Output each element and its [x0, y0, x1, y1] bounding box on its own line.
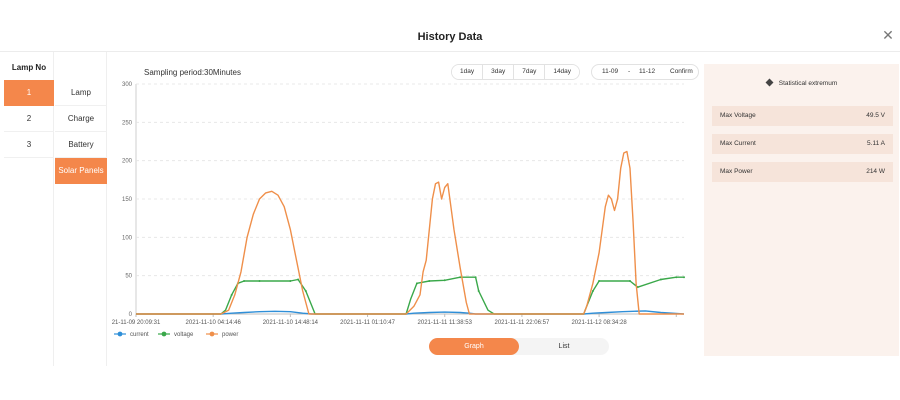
legend-marker-voltage — [161, 331, 167, 337]
date-range-picker: 11-09 - 11-12 Confirm — [591, 64, 699, 80]
y-tick-label: 100 — [122, 235, 133, 241]
stat-label: Max Current — [720, 140, 756, 147]
date-end[interactable]: 11-12 — [639, 68, 656, 75]
series-point-voltage — [675, 276, 678, 279]
stat-label: Max Power — [720, 168, 753, 175]
chart-svg: 0 50 100 150 200 250 300 21-11-09 20:09:31 2021-… — [112, 82, 685, 338]
range-3day-button[interactable]: 3day — [483, 65, 515, 79]
legend-label-current: current — [130, 332, 149, 338]
range-14day-button[interactable]: 14day — [545, 65, 580, 79]
range-7day-button[interactable]: 7day — [514, 65, 546, 79]
y-tick-label: 200 — [122, 159, 133, 165]
date-start[interactable]: 11-09 — [602, 68, 619, 75]
statistics-title-text: Statistical extremum — [778, 80, 838, 87]
list-tab[interactable]: List — [558, 343, 570, 350]
graph-tab[interactable]: Graph — [429, 338, 519, 355]
y-tick-label: 300 — [122, 82, 133, 88]
series-point-voltage — [415, 282, 418, 285]
x-tick-label: 2021-11-11 11:38:53 — [418, 320, 473, 326]
x-tick-label: 2021-11-12 08:34:28 — [571, 320, 627, 326]
x-tick-label: 21-11-09 20:09:31 — [112, 320, 161, 326]
stat-value: 49.5 V — [866, 112, 885, 119]
x-tick-label: 2021-11-11 01:10:47 — [340, 320, 395, 326]
y-tick-label: 50 — [125, 274, 132, 280]
legend-label-voltage: voltage — [174, 332, 194, 338]
series-point-voltage — [243, 280, 246, 283]
series-point-voltage — [304, 290, 307, 292]
legend-marker-current — [117, 331, 123, 337]
stat-label: Max Voltage — [720, 112, 756, 119]
date-separator: - — [628, 68, 631, 75]
data-type-list: Lamp Charge Battery Solar Panels — [55, 52, 107, 366]
series-point-voltage — [428, 280, 431, 283]
x-tick-label: 2021-11-10 14:48:14 — [263, 320, 319, 326]
stat-row-max-voltage: Max Voltage 49.5 V — [712, 106, 893, 126]
lamp-list: Lamp No 1 2 3 — [4, 52, 54, 366]
stat-row-max-current: Max Current 5.11 A — [712, 134, 893, 154]
lamp-item-3[interactable]: 3 — [4, 132, 54, 158]
data-type-battery[interactable]: Battery — [55, 132, 107, 158]
legend-marker-power — [209, 331, 215, 337]
series-point-voltage — [683, 276, 685, 279]
series-point-voltage — [591, 290, 594, 292]
stat-value: 214 W — [866, 168, 885, 175]
dialog-title: History Data — [417, 31, 483, 43]
series-point-voltage — [477, 290, 480, 292]
range-1day-button[interactable]: 1day — [452, 65, 484, 79]
series-point-voltage — [258, 280, 261, 283]
series-point-voltage — [297, 278, 300, 281]
data-type-charge[interactable]: Charge — [55, 106, 107, 132]
series-point-voltage — [628, 280, 631, 283]
statistics-panel: Statistical extremum Max Voltage 49.5 V … — [704, 64, 899, 356]
stat-value: 5.11 A — [867, 140, 885, 147]
y-tick-label: 0 — [129, 312, 133, 318]
history-chart: 0 50 100 150 200 250 300 21-11-09 20:09:31 2021-… — [108, 76, 698, 346]
series-point-voltage — [230, 293, 233, 296]
legend-label-power: power — [222, 332, 238, 338]
data-type-lamp[interactable]: Lamp — [55, 80, 107, 106]
series-point-voltage — [443, 279, 446, 282]
close-icon[interactable]: ✕ — [882, 27, 894, 43]
series-line-power — [136, 150, 684, 315]
x-tick-label: 2021-11-10 04:14:46 — [186, 320, 242, 326]
statistics-title: Statistical extremum — [704, 78, 899, 87]
lamp-item-1[interactable]: 1 — [4, 80, 54, 106]
stat-row-max-power: Max Power 214 W — [712, 162, 893, 182]
series-point-voltage — [474, 276, 477, 279]
series-point-voltage — [659, 278, 662, 281]
range-selector: 1day 3day 7day 14day — [451, 64, 581, 80]
x-tick-label: 2021-11-11 22:06:57 — [495, 320, 550, 326]
series-line-voltage — [136, 276, 684, 315]
series-point-voltage — [459, 276, 462, 279]
lamp-item-2[interactable]: 2 — [4, 106, 54, 132]
y-tick-label: 250 — [122, 120, 133, 126]
series-line-current — [136, 310, 685, 315]
dialog-header: History Data ✕ — [0, 0, 900, 52]
y-tick-label: 150 — [122, 197, 133, 203]
cube-icon — [765, 78, 774, 87]
series-point-voltage — [289, 280, 292, 283]
view-toggle: Graph List — [429, 338, 609, 355]
series-point-voltage — [598, 280, 601, 283]
confirm-button[interactable]: Confirm — [670, 68, 693, 75]
data-type-solar-panels[interactable]: Solar Panels — [55, 158, 107, 184]
lamp-list-header: Lamp No — [11, 63, 47, 72]
sampling-period: Sampling period:30Minutes — [144, 68, 241, 77]
